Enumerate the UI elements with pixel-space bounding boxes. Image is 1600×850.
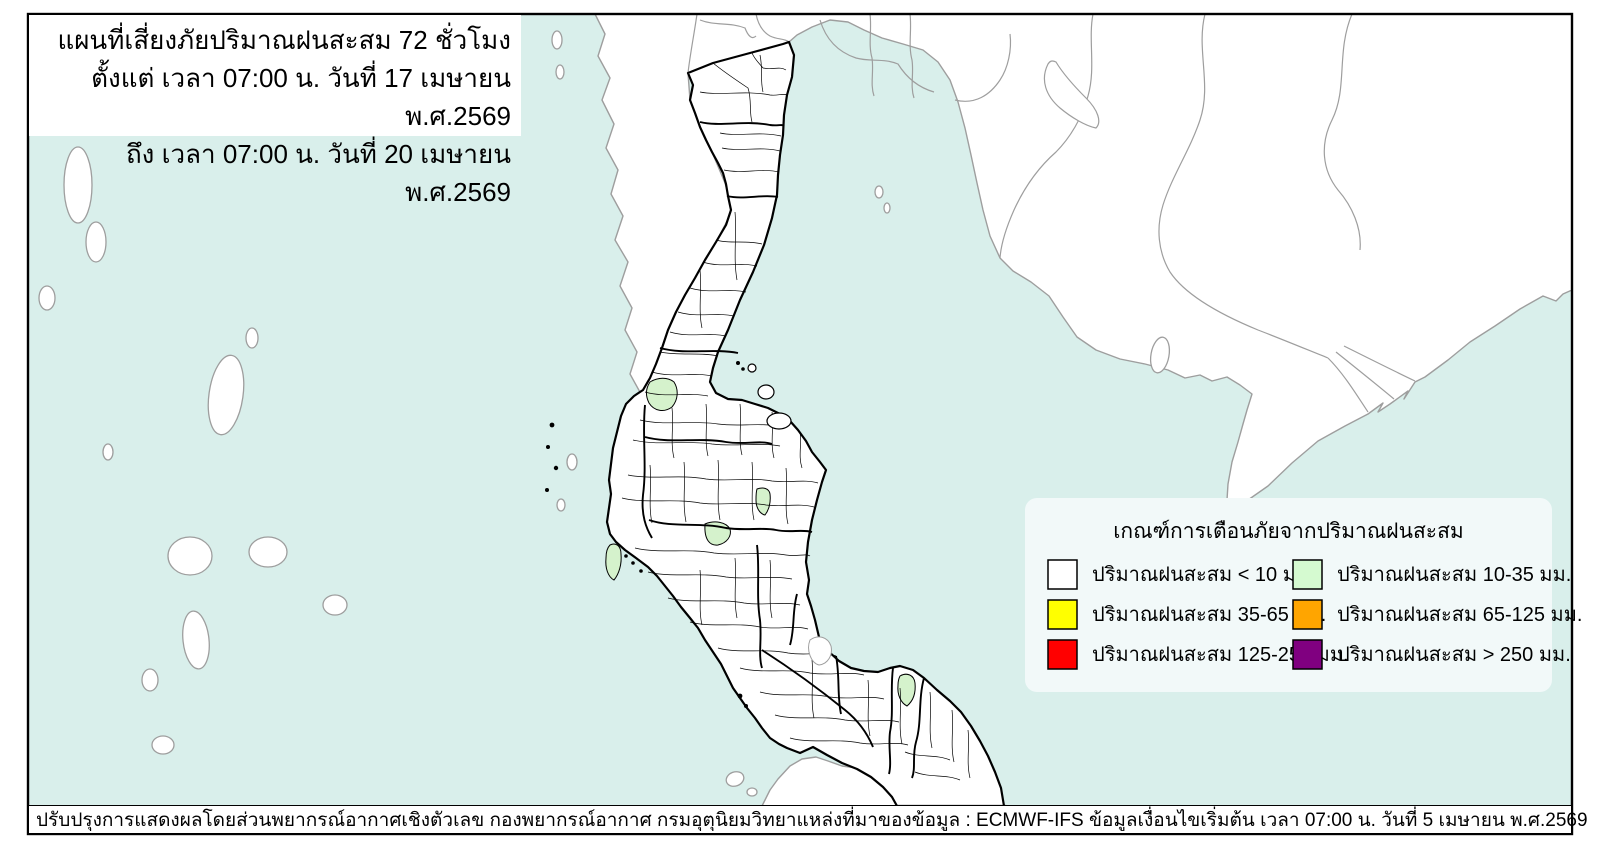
map-title-box: แผนที่เสี่ยงภัยปริมาณฝนสะสม 72 ชั่วโมง ต… bbox=[29, 15, 521, 207]
province-boundaries bbox=[641, 121, 925, 779]
legend-item: ปริมาณฝนสะสม 10-35 มม. bbox=[1292, 558, 1571, 590]
phu-quoc-island bbox=[1149, 336, 1171, 374]
map-title-line1: แผนที่เสี่ยงภัยปริมาณฝนสะสม 72 ชั่วโมง bbox=[57, 25, 511, 55]
region-outline bbox=[605, 40, 1006, 808]
legend-item: ปริมาณฝนสะสม 125-250 มม. bbox=[1047, 638, 1349, 670]
legend-item: ปริมาณฝนสะสม < 10 มม. bbox=[1047, 558, 1315, 590]
langkawi-island bbox=[725, 771, 745, 787]
legend-item-label: ปริมาณฝนสะสม 125-250 มม. bbox=[1092, 644, 1349, 666]
gray-islands bbox=[38, 30, 1171, 797]
legend-swatch-125-250 bbox=[1047, 638, 1078, 670]
songkhla-lake bbox=[808, 636, 832, 666]
southern-thailand-region bbox=[545, 40, 1006, 808]
legend-item-label: ปริมาณฝนสะสม < 10 มม. bbox=[1092, 564, 1315, 586]
ko-tao bbox=[747, 363, 757, 373]
highlighted-district bbox=[897, 673, 916, 707]
highlighted-district-phuket bbox=[605, 543, 622, 581]
legend-item: ปริมาณฝนสะสม 35-65 มม. bbox=[1047, 598, 1326, 630]
highlighted-district bbox=[755, 487, 771, 516]
ko-phangan bbox=[757, 384, 775, 400]
legend-item-label: ปริมาณฝนสะสม 35-65 มม. bbox=[1092, 604, 1327, 626]
neighbor-boundaries bbox=[687, 14, 1416, 413]
legend-box: เกณฑ์การเตือนภัยจากปริมาณฝนสะสม ปริมาณฝน… bbox=[1025, 498, 1582, 692]
legend-swatch-10-35 bbox=[1292, 558, 1323, 590]
legend-title: เกณฑ์การเตือนภัยจากปริมาณฝนสะสม bbox=[1113, 520, 1464, 543]
map-title-line2: ตั้งแต่ เวลา 07:00 น. วันที่ 17 เมษายน พ… bbox=[91, 63, 511, 131]
legend-swatch-35-65 bbox=[1047, 598, 1078, 630]
legend-item: ปริมาณฝนสะสม 65-125 มม. bbox=[1292, 598, 1582, 630]
tonle-sap-lake bbox=[1043, 60, 1100, 129]
legend-swatch-65-125 bbox=[1292, 598, 1323, 630]
map-title-line3: ถึง เวลา 07:00 น. วันที่ 20 เมษายน พ.ศ.2… bbox=[125, 139, 511, 207]
thai-islands bbox=[747, 363, 792, 430]
legend-item: ปริมาณฝนสะสม > 250 มม. bbox=[1292, 638, 1571, 670]
footer-credit-text: ปรับปรุงการแสดงผลโดยส่วนพยากรณ์อากาศเชิง… bbox=[36, 809, 797, 831]
legend-item-label: ปริมาณฝนสะสม 10-35 มม. bbox=[1337, 564, 1572, 586]
legend-item-label: ปริมาณฝนสะสม > 250 มม. bbox=[1337, 644, 1571, 666]
footer-bar: ปรับปรุงการแสดงผลโดยส่วนพยากรณ์อากาศเชิง… bbox=[28, 805, 1588, 834]
ko-samui bbox=[766, 412, 792, 430]
small-islets bbox=[545, 361, 748, 708]
legend-swatch-lt10 bbox=[1047, 558, 1078, 590]
footer-datasource-text: แหล่งที่มาของข้อมูล : ECMWF-IFS ข้อมูลเง… bbox=[796, 809, 1588, 831]
rain-10-35-districts bbox=[605, 377, 916, 707]
map-frame-border bbox=[26, 12, 1574, 836]
legend-item-label: ปริมาณฝนสะสม 65-125 มม. bbox=[1337, 604, 1583, 626]
legend-swatch-gt250 bbox=[1292, 638, 1323, 670]
